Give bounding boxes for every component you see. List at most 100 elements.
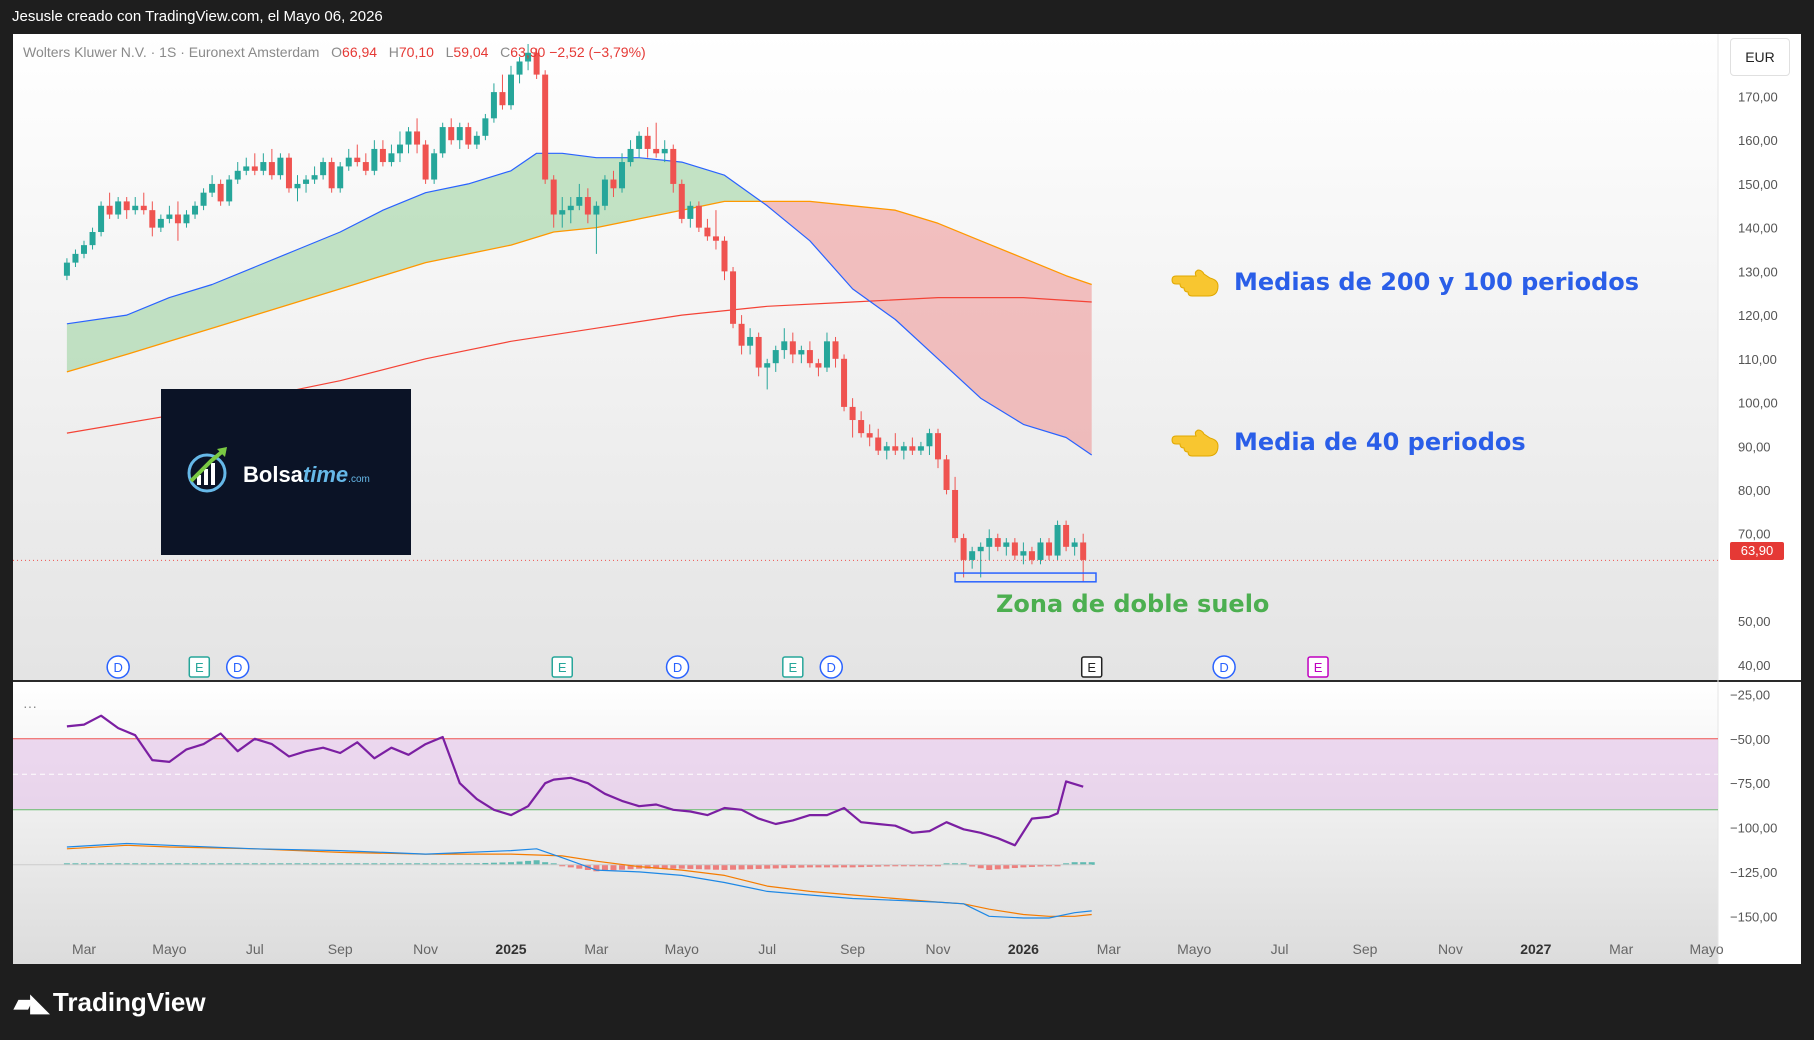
dividend-marker-label: D (673, 660, 682, 675)
candle-body (1037, 542, 1044, 560)
ohlc-change: −2,52 (−3,79%) (549, 44, 646, 60)
candle-body (405, 131, 412, 145)
candle-body (567, 205, 574, 211)
macd-histogram-bar (89, 863, 96, 865)
candle-body (328, 162, 335, 189)
candle-body (174, 214, 181, 224)
dividend-marker-circle (225, 655, 250, 679)
macd-histogram-bar (414, 863, 421, 865)
candle-body (209, 183, 216, 193)
macd-histogram-bar (192, 863, 199, 865)
tradingview-logo[interactable]: ▰◣ TradingView (14, 987, 206, 1018)
candle-body (789, 341, 796, 355)
macd-histogram-bar (251, 863, 258, 865)
macd-histogram-bar (627, 864, 634, 870)
macd-histogram-bar (473, 863, 480, 865)
time-tick-label: Mayo (665, 941, 699, 957)
price-tick-label: 120,00 (1738, 308, 1778, 323)
dividend-marker-circle (819, 655, 843, 679)
currency-selector[interactable]: EUR (1730, 38, 1790, 76)
macd-histogram-bar (499, 862, 506, 865)
candle-body (465, 127, 472, 145)
candle-body (994, 538, 1001, 547)
dividend-marker: D (819, 655, 843, 679)
candle-body (798, 350, 805, 355)
candle-body (875, 437, 882, 451)
macd-histogram-bar (567, 864, 574, 868)
earnings-marker-label: E (195, 660, 204, 675)
macd-histogram-bar (448, 863, 455, 865)
macd-histogram-bar (166, 863, 173, 865)
candle-body (986, 538, 993, 547)
dividend-marker: D (665, 655, 690, 679)
dividend-marker-label: D (827, 660, 836, 675)
time-tick-label: Mayo (1689, 941, 1723, 957)
annotation-media40: Media de 40 periodos (1234, 428, 1526, 456)
candle-body (243, 166, 250, 171)
dividend-marker: D (1212, 655, 1236, 679)
candle-body (1063, 524, 1070, 547)
price-tick-label: 40,00 (1738, 658, 1771, 673)
macd-histogram-bar (388, 863, 395, 865)
earnings-marker-label: E (558, 660, 567, 675)
candle-body (482, 118, 489, 136)
macd-histogram-bar (379, 863, 386, 865)
macd-histogram-bar (328, 863, 335, 865)
indicator-tick-label: −25,00 (1730, 687, 1770, 702)
macd-histogram-bar (81, 863, 87, 865)
macd-histogram-bar (226, 863, 233, 865)
candle-body (414, 131, 421, 145)
macd-histogram-bar (610, 864, 617, 871)
candle-body (926, 433, 933, 447)
time-tick-label: Nov (926, 941, 951, 957)
macd-histogram-bar (883, 864, 890, 867)
macd-histogram-bar (977, 864, 984, 869)
candle-body (849, 406, 856, 421)
chart-frame[interactable]: 170,00 160,00 150,00 140,00 130,00 120,00 110,… (13, 34, 1801, 964)
macd-histogram-bar (294, 863, 301, 865)
candle-body (772, 350, 779, 364)
candle-body (234, 170, 241, 180)
price-tick-label: 130,00 (1738, 264, 1778, 279)
dividend-marker-label: D (1219, 660, 1228, 675)
pointing-hand-icon (1171, 269, 1219, 297)
candle-body (627, 148, 634, 163)
earnings-marker: E (782, 656, 804, 678)
candle-body (217, 183, 224, 202)
bolsatime-text-1: Bolsa (243, 462, 303, 487)
earnings-marker-box (1080, 656, 1103, 678)
indicator-menu-icon[interactable]: ··· (23, 698, 37, 714)
candle-body (1020, 551, 1027, 556)
price-tick-label: 100,00 (1738, 396, 1778, 411)
candle-body (439, 127, 446, 154)
candle-body (610, 179, 617, 189)
macd-histogram-bar (337, 863, 344, 865)
candle-body (525, 52, 532, 62)
macd-histogram-bar (482, 862, 489, 865)
macd-histogram-bar (422, 863, 429, 865)
macd-histogram-bar (815, 864, 822, 868)
macd-histogram-bar (823, 864, 830, 868)
macd-histogram-bar (1003, 864, 1010, 869)
macd-histogram-bar (72, 863, 79, 865)
candle-body (311, 175, 318, 180)
time-tick-label: Jul (246, 941, 264, 957)
macd-histogram-bar (405, 863, 412, 865)
macd-histogram-bar (174, 863, 181, 865)
candle-body (576, 197, 583, 206)
time-tick-label: Nov (413, 941, 438, 957)
chart-canvas[interactable]: 170,00 160,00 150,00 140,00 130,00 120,00 110,… (13, 34, 1801, 964)
candle-body (89, 232, 96, 246)
time-tick-label: Nov (1438, 941, 1463, 957)
dividend-marker-label: D (113, 660, 122, 675)
macd-histogram-bar (157, 863, 164, 865)
macd-histogram-bar (456, 863, 463, 865)
symbol-name[interactable]: Wolters Kluwer N.V. (23, 44, 147, 60)
macd-histogram-bar (909, 864, 916, 867)
candle-body (183, 214, 190, 224)
candle-body (388, 153, 395, 163)
candle-body (695, 205, 702, 228)
macd-histogram-bar (781, 864, 788, 869)
macd-histogram-bar (140, 863, 147, 865)
tradingview-mark-icon: ▰◣ (14, 990, 49, 1017)
